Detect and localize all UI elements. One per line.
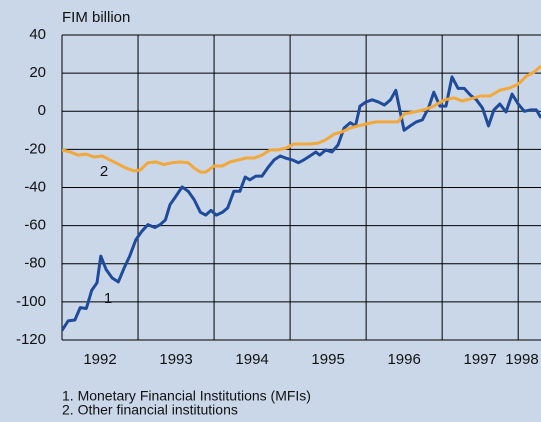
y-tick-label: -80	[24, 255, 46, 272]
legend-entry: 2. Other financial institutions	[62, 402, 238, 418]
x-tick-label: 1994	[235, 351, 268, 368]
y-tick-label: -100	[16, 293, 46, 310]
y-tick-label: -40	[24, 178, 46, 195]
series-line	[62, 75, 541, 332]
y-axis-label: FIM billion	[62, 9, 130, 26]
series-line	[62, 64, 541, 174]
y-tick-label: -120	[16, 331, 46, 348]
x-tick-label: 1993	[159, 351, 192, 368]
x-tick-label: 1996	[387, 351, 420, 368]
legend-entry: 1. Monetary Financial Institutions (MFIs…	[62, 388, 311, 404]
plot-lines	[62, 64, 541, 332]
x-tick-label: 1995	[311, 351, 344, 368]
series-annotation: 2	[100, 163, 108, 180]
y-tick-label: 20	[29, 64, 46, 81]
series-annotation: 1	[104, 290, 112, 307]
x-tick-label: 1998	[505, 351, 538, 368]
x-tick-label: 1997	[463, 351, 496, 368]
y-tick-label: 40	[29, 26, 46, 43]
y-tick-label: 0	[38, 102, 46, 119]
y-tick-label: -20	[24, 140, 46, 157]
y-tick-label: -60	[24, 217, 46, 234]
x-tick-label: 1992	[83, 351, 116, 368]
